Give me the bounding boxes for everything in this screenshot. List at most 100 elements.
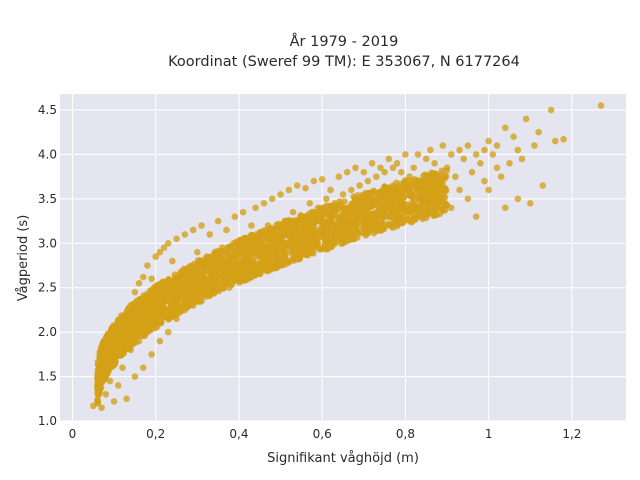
scatter-point (411, 215, 419, 223)
scatter-point (223, 279, 230, 287)
scatter-point (547, 106, 555, 114)
scatter-point (385, 155, 393, 163)
scatter-point (114, 382, 122, 389)
scatter-point (123, 315, 130, 323)
scatter-point (152, 319, 160, 327)
scatter-point (158, 295, 166, 303)
scatter-point (318, 245, 325, 252)
scatter-point (239, 273, 247, 281)
scatter-point (266, 232, 273, 240)
scatter-point (258, 245, 266, 253)
scatter-point (394, 201, 402, 208)
scatter-point (230, 250, 237, 257)
scatter-point (309, 228, 317, 235)
scatter-point (392, 215, 399, 222)
scatter-point (531, 142, 538, 149)
scatter-point (285, 186, 293, 194)
scatter-point (202, 259, 210, 267)
scatter-point (127, 302, 135, 309)
scatter-point (282, 241, 290, 249)
scatter-point (285, 230, 292, 237)
scatter-point (298, 239, 305, 247)
scatter-point (485, 186, 492, 194)
scatter-point (560, 136, 567, 143)
scatter-point (252, 240, 260, 248)
scatter-point (177, 284, 184, 292)
scatter-point (251, 262, 259, 270)
scatter-point (130, 314, 138, 322)
scatter-point (427, 177, 434, 184)
scatter-point (110, 398, 118, 405)
scatter-point (146, 287, 154, 295)
scatter-point (539, 182, 547, 189)
scatter-point (245, 246, 252, 253)
scatter-point (447, 204, 455, 212)
scatter-point (235, 239, 243, 247)
scatter-point (456, 186, 463, 194)
grid-layer (60, 94, 626, 422)
scatter-point (464, 195, 472, 203)
scatter-point (173, 315, 180, 323)
scatter-point (489, 151, 497, 158)
y-tick-label: 1.5 (38, 370, 57, 384)
scatter-point (406, 191, 413, 198)
scatter-point (147, 308, 155, 316)
scatter-point (252, 253, 259, 260)
scatter-point (369, 225, 377, 233)
scatter-point (502, 204, 509, 212)
scatter-point (189, 226, 197, 234)
scatter-point (248, 222, 255, 229)
scatter-point (300, 247, 308, 255)
scatter-point (186, 284, 193, 292)
scatter-point (202, 275, 209, 283)
scatter-point (227, 262, 234, 269)
points-layer (89, 102, 605, 411)
scatter-point (317, 216, 324, 224)
scatter-point (418, 177, 426, 185)
scatter-point (194, 271, 202, 279)
scatter-point (155, 311, 163, 319)
chart-title-line-1: År 1979 - 2019 (290, 33, 399, 50)
scatter-point (160, 311, 168, 318)
scatter-point (123, 395, 130, 403)
scatter-point (398, 208, 406, 216)
scatter-point (318, 222, 326, 230)
scatter-point (135, 279, 143, 287)
scatter-point (551, 137, 559, 145)
scatter-point (302, 184, 309, 192)
scatter-point (335, 173, 343, 180)
scatter-point (368, 160, 376, 167)
scatter-point (314, 231, 322, 238)
scatter-point (452, 173, 459, 180)
scatter-point (248, 268, 255, 276)
scatter-point (447, 151, 455, 158)
scatter-point (310, 216, 318, 224)
scatter-point (98, 404, 105, 411)
scatter-point (424, 181, 431, 189)
scatter-point (175, 292, 183, 300)
scatter-point (273, 253, 280, 260)
scatter-point (518, 155, 526, 163)
scatter-point (264, 257, 272, 265)
scatter-point (424, 209, 432, 216)
scatter-point (239, 208, 247, 216)
scatter-point (323, 226, 330, 234)
scatter-point (151, 283, 159, 291)
scatter-point (271, 242, 278, 250)
scatter-point (113, 345, 120, 353)
x-axis-title: Signifikant våghöjd (m) (267, 451, 419, 466)
scatter-point (381, 168, 388, 176)
scatter-point (107, 363, 114, 371)
scatter-point (339, 217, 347, 225)
scatter-point (410, 164, 418, 172)
scatter-point (306, 200, 314, 207)
scatter-point (442, 187, 450, 194)
scatter-point (340, 233, 348, 240)
scatter-point (526, 200, 534, 207)
scatter-point (168, 279, 176, 286)
scatter-point (281, 217, 289, 225)
scatter-point (94, 358, 102, 366)
scatter-point (340, 226, 348, 233)
scatter-point (181, 306, 189, 314)
